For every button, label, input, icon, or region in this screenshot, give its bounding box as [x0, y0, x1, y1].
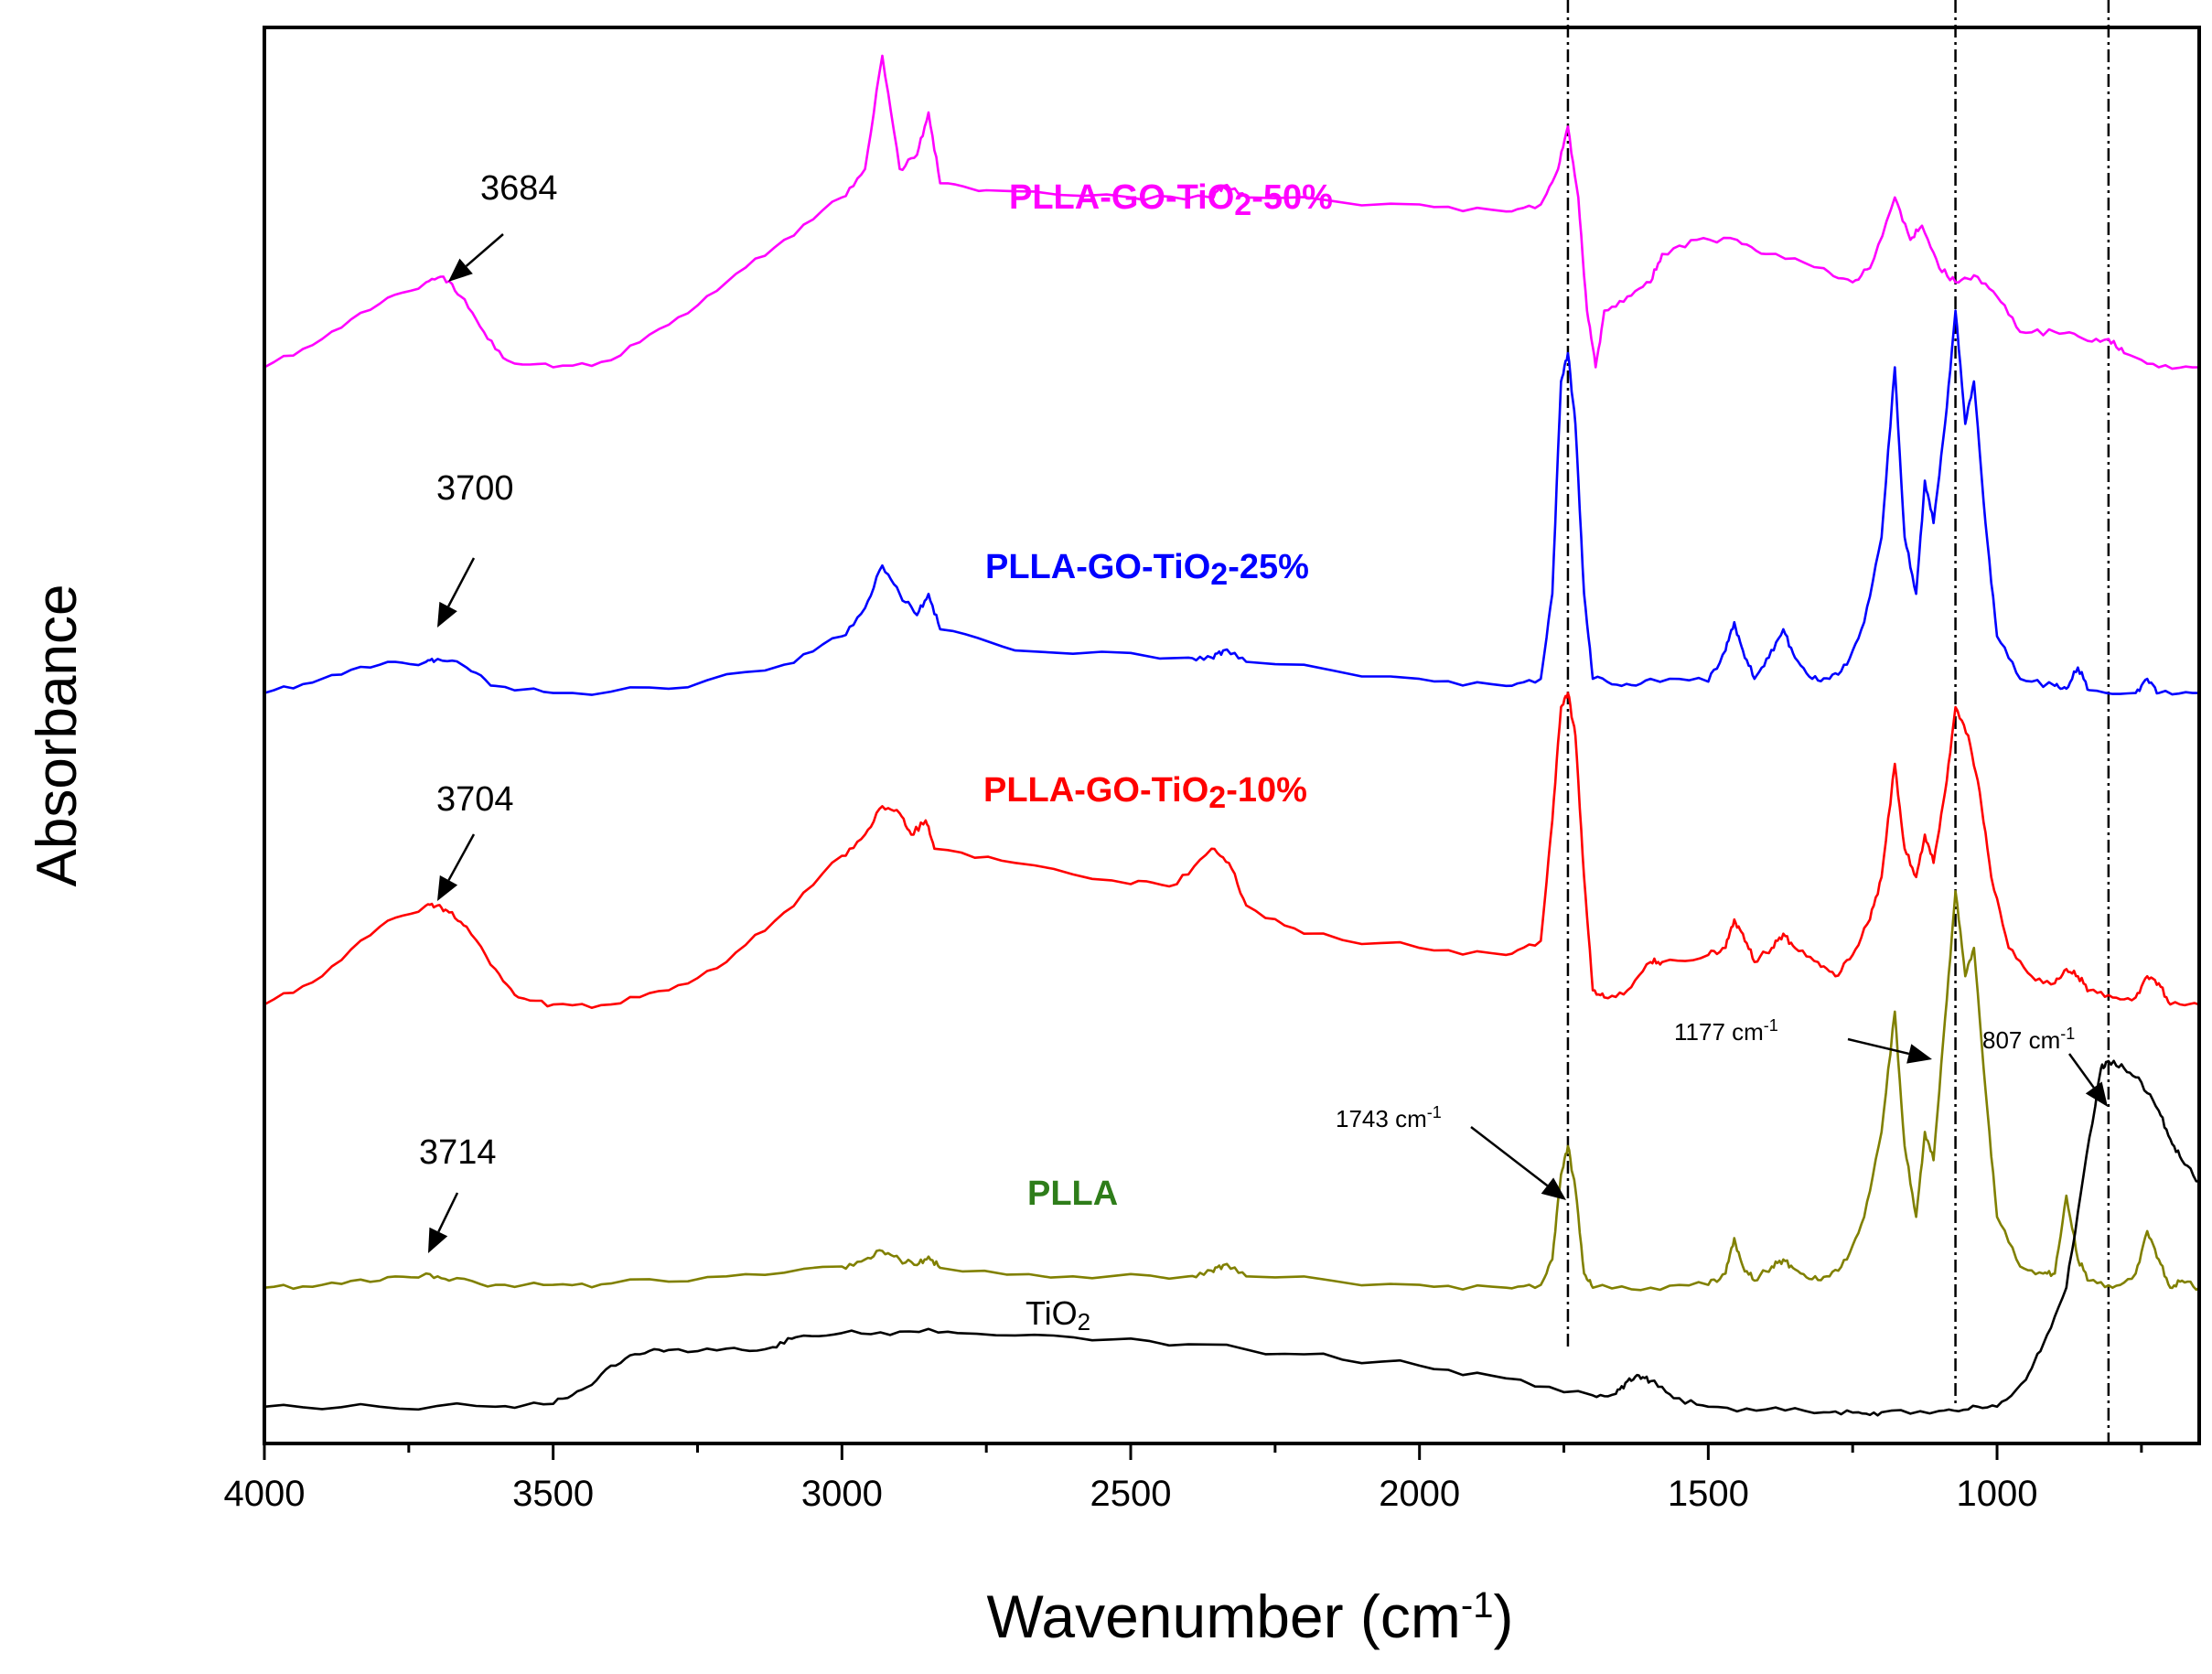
x-tick-label-2500: 2500	[1090, 1474, 1172, 1514]
annotation-arrow-shaft	[1847, 1037, 1910, 1056]
annotation-arrow-head	[428, 1227, 448, 1253]
x-tick-label-2000: 2000	[1379, 1474, 1460, 1514]
x-tick-label-3500: 3500	[512, 1474, 594, 1514]
annotation-arrow-shaft	[465, 233, 504, 267]
annotation-arrow-head	[437, 875, 458, 901]
annotation-arrow-head	[437, 601, 457, 628]
x-tick-label-1000: 1000	[1957, 1474, 2038, 1514]
annotation-label: 1177 cm-1	[1674, 1016, 1778, 1046]
annotation-3684: 3684	[448, 169, 558, 282]
series-label-plla-go-tio2-50: PLLA-GO-TiO2-50%	[1009, 178, 1333, 222]
series-line-plla-go-tio2-25	[263, 309, 2199, 696]
annotation-1177-cm: 1177 cm-1	[1674, 1016, 1932, 1064]
annotation-807-cm: 807 cm-1	[1982, 1025, 2108, 1107]
annotation-label: 3714	[419, 1133, 497, 1172]
annotation-3700: 3700	[436, 469, 514, 628]
annotation-label: 3684	[480, 169, 558, 208]
series-label-plla-go-tio2-25: PLLA-GO-TiO2-25%	[985, 548, 1309, 592]
annotation-arrow-head	[1541, 1177, 1566, 1200]
series-label-plla: PLLA	[1027, 1175, 1118, 1213]
plot-frame	[263, 26, 2201, 1445]
annotation-arrow-shaft	[1470, 1126, 1549, 1187]
annotations-group: 3684 3700 3704 3714 1743 cm-1 1177 cm-1 807 cm…	[419, 169, 2108, 1253]
annotation-label: 1743 cm-1	[1336, 1103, 1442, 1132]
annotation-arrow-shaft	[437, 1192, 459, 1233]
series-label-plla-go-tio2-10: PLLA-GO-TiO2-10%	[983, 771, 1307, 815]
x-axis-title: Wavenumber (cm-1)	[987, 1583, 1514, 1650]
annotation-arrow-shaft	[447, 557, 476, 607]
series-label-tio2: TiO2	[1025, 1294, 1090, 1336]
x-axis-ticks: 4000 3500 3000 2500 2000 1500 1000	[224, 1443, 2143, 1514]
x-tick-label-3000: 3000	[801, 1474, 883, 1514]
x-tick-label-1500: 1500	[1668, 1474, 1749, 1514]
series-line-plla-go-tio2-50	[263, 54, 2200, 370]
annotation-arrow-shaft	[2067, 1053, 2095, 1089]
series-line-plla-go-tio2-10	[263, 692, 2200, 1009]
series-line-plla	[263, 890, 2200, 1292]
annotation-arrow-head	[2085, 1081, 2108, 1107]
series-line-tio2	[263, 1059, 2200, 1417]
annotation-1743-cm: 1743 cm-1	[1336, 1103, 1566, 1200]
x-tick-label-4000: 4000	[224, 1474, 306, 1514]
reference-lines	[1566, 0, 2110, 1443]
annotation-label: 3704	[436, 780, 514, 819]
annotation-arrow-head	[448, 258, 473, 282]
spectra-group: PLLA-GO-TiO2-50% PLLA-GO-TiO2-25% PLLA-GO-…	[263, 54, 2200, 1417]
annotation-3704: 3704	[436, 780, 514, 901]
annotation-3714: 3714	[419, 1133, 497, 1253]
annotation-label: 3700	[436, 469, 514, 508]
annotation-arrow-head	[1906, 1044, 1932, 1064]
annotation-arrow-shaft	[447, 833, 476, 881]
y-axis-title: Absorbance	[26, 585, 89, 887]
annotation-label: 807 cm-1	[1982, 1025, 2075, 1054]
